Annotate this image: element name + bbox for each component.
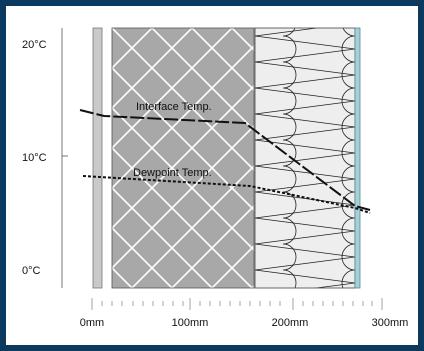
- y-label-10c: 10°C: [22, 152, 47, 164]
- x-label-300mm: 300mm: [372, 317, 409, 329]
- y-label-0c: 0°C: [22, 265, 41, 277]
- interface-temp-label: Interface Temp.: [136, 101, 212, 113]
- x-label-200mm: 200mm: [272, 317, 309, 329]
- layer-insulation-batts: [254, 27, 356, 289]
- layer-internal-lining: [354, 27, 361, 289]
- interface-temp-line: [79, 109, 371, 211]
- layer-outer-board: [92, 27, 103, 289]
- dewpoint-temp-label: Dewpoint Temp.: [133, 167, 212, 179]
- dewpoint-temp-line: [82, 175, 371, 214]
- mm-ruler: [91, 298, 383, 310]
- y-label-20c: 20°C: [22, 39, 47, 51]
- layer-masonry-block: [111, 27, 255, 289]
- x-label-0mm: 0mm: [80, 317, 104, 329]
- x-label-100mm: 100mm: [172, 317, 209, 329]
